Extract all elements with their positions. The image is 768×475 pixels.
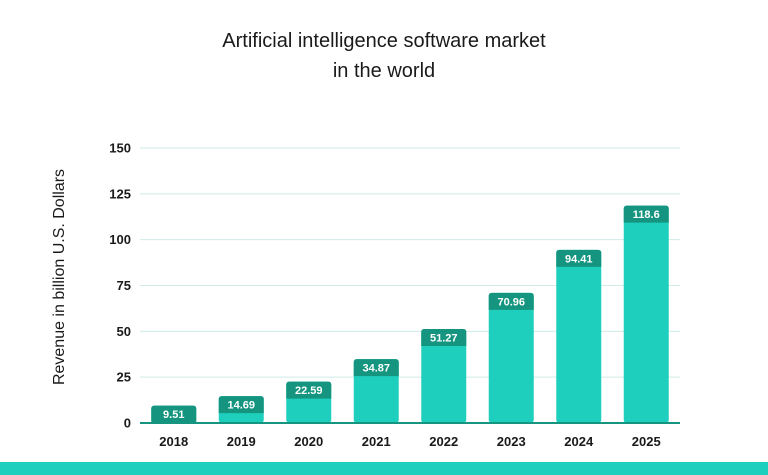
bar-value-cap (353, 359, 399, 377)
chart-title-line-1: Artificial intelligence software market (222, 30, 546, 52)
bar-value-cap (488, 292, 534, 310)
y-tick-label: 25 (117, 370, 131, 385)
x-tick-label: 2024 (564, 434, 594, 449)
chart-title-line-2: in the world (332, 60, 436, 82)
x-tick-label: 2021 (362, 434, 391, 449)
y-tick-label: 75 (117, 278, 131, 293)
y-tick-label: 150 (109, 141, 131, 156)
data-label: 14.69 (227, 400, 255, 412)
bar-value-cap (556, 249, 602, 267)
bar-value-cap (623, 205, 669, 223)
x-tick-label: 2018 (159, 434, 188, 449)
bar-value-cap (218, 396, 264, 414)
bar-value-cap (421, 329, 467, 347)
x-tick-label: 2019 (227, 434, 256, 449)
x-tick-label: 2023 (497, 434, 526, 449)
data-label: 51.27 (430, 333, 458, 345)
data-label: 34.87 (362, 363, 390, 375)
data-label: 94.41 (565, 253, 593, 265)
x-tick-label: 2022 (429, 434, 458, 449)
footer-bar (0, 462, 768, 475)
x-tick-label: 2020 (294, 434, 323, 449)
y-tick-label: 100 (109, 232, 131, 247)
data-label: 22.59 (295, 385, 323, 397)
chart-title: Artificial intelligence software market … (0, 26, 768, 86)
y-tick-label: 0 (124, 416, 131, 431)
bar (556, 249, 602, 423)
bar-value-cap (286, 381, 332, 399)
bar (421, 329, 467, 423)
data-label: 118.6 (633, 209, 660, 221)
data-label: 70.96 (497, 296, 525, 308)
y-tick-label: 50 (117, 324, 131, 339)
y-tick-label: 125 (109, 186, 131, 201)
bar-value-cap (151, 405, 197, 423)
x-tick-label: 2025 (632, 434, 661, 449)
bar (623, 205, 669, 423)
bar (488, 292, 534, 423)
data-label: 9.51 (163, 409, 184, 421)
